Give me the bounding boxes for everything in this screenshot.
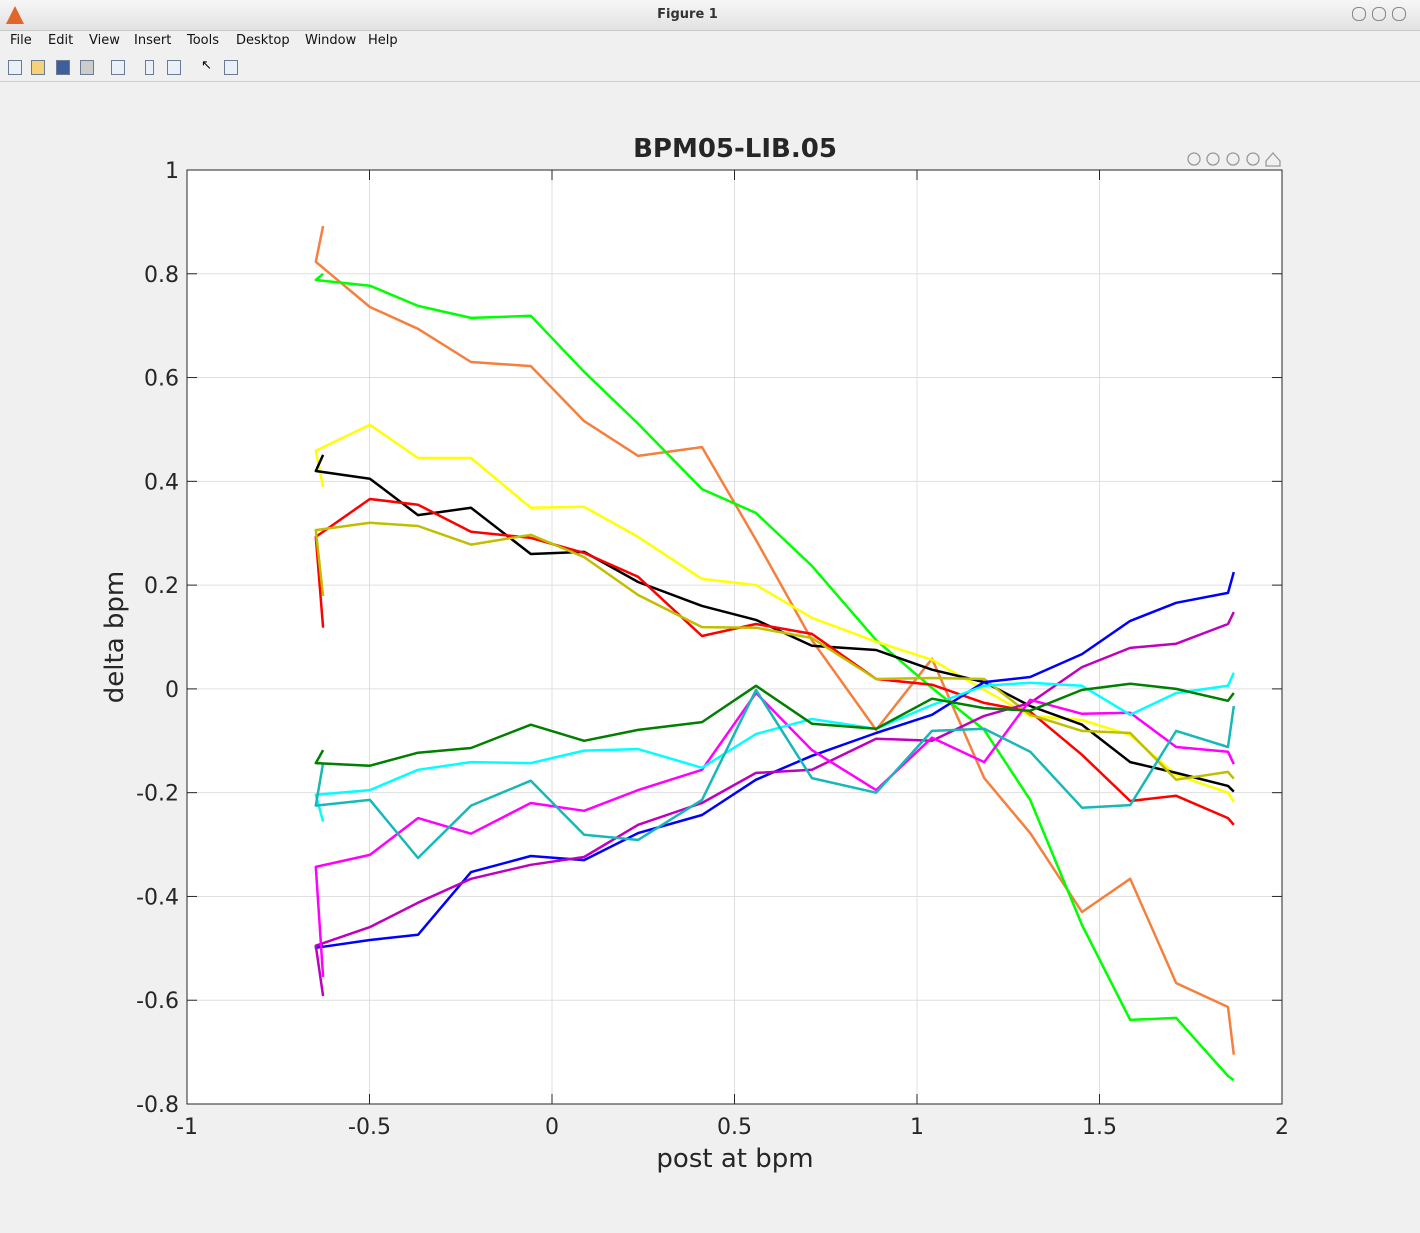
menu-item[interactable]: Help <box>368 33 398 48</box>
chart-title: BPM05-LIB.05 <box>633 134 837 164</box>
data-line <box>314 272 1235 1082</box>
menu-bar: File Edit View Insert Tools Desktop Window Help <box>0 31 1420 53</box>
menu-item[interactable]: Tools <box>187 33 220 48</box>
y-tick-label: 0.8 <box>144 263 179 288</box>
menu-item[interactable]: View <box>89 33 120 48</box>
open-icon[interactable] <box>31 60 45 75</box>
x-tick-label: 2 <box>1275 1115 1289 1140</box>
x-tick-label: 1.5 <box>1082 1115 1117 1140</box>
y-tick-label: -0.8 <box>136 1093 179 1118</box>
data-line <box>314 497 1235 826</box>
axes-box <box>186 169 1283 1105</box>
legend-icon[interactable] <box>167 60 181 75</box>
y-axis-label: delta bpm <box>100 571 130 703</box>
y-tick-label: -0.6 <box>136 989 179 1014</box>
save-icon[interactable] <box>56 60 70 75</box>
y-tick-label: -0.2 <box>136 782 179 807</box>
data-line <box>314 691 1235 977</box>
data-line <box>314 225 1236 1055</box>
data-line <box>314 682 1235 767</box>
window-controls[interactable] <box>1352 6 1412 24</box>
x-tick-label: 1 <box>910 1115 924 1140</box>
new-icon[interactable] <box>8 60 22 75</box>
y-tick-label: 0 <box>165 678 179 703</box>
data-line <box>314 688 1236 860</box>
menu-item[interactable]: File <box>10 33 32 48</box>
data-line <box>314 571 1236 950</box>
y-tick-label: 0.4 <box>144 470 179 495</box>
axes-toolbar[interactable] <box>1187 152 1281 167</box>
x-axis-label: post at bpm <box>656 1144 813 1174</box>
menu-item[interactable]: Insert <box>134 33 172 48</box>
menu-item[interactable]: Edit <box>48 33 74 48</box>
menu-item[interactable]: Window <box>305 33 357 48</box>
title-bar: Figure 1 <box>0 0 1420 31</box>
x-tick-label: -1 <box>176 1115 198 1140</box>
data-line <box>314 521 1235 781</box>
y-tick-label: 1 <box>165 159 179 184</box>
link-icon[interactable] <box>111 60 125 75</box>
x-tick-label: 0 <box>545 1115 559 1140</box>
menu-item[interactable]: Desktop <box>236 33 290 48</box>
inspector-icon[interactable] <box>224 60 238 75</box>
window-title: Figure 1 <box>657 7 718 22</box>
print-icon[interactable] <box>80 60 94 75</box>
data-line <box>314 611 1235 997</box>
y-tick-label: -0.4 <box>136 885 179 910</box>
x-tick-label: -0.5 <box>348 1115 391 1140</box>
figure: BPM05-LIB.05 post at bpm delta bpm -0.8-… <box>100 134 1289 1174</box>
colorbar-icon[interactable] <box>145 60 154 75</box>
x-tick-label: 0.5 <box>717 1115 752 1140</box>
data-line <box>314 672 1235 823</box>
toolbar: ↖ <box>0 55 1420 82</box>
y-tick-label: 0.6 <box>144 367 179 392</box>
y-tick-label: 0.2 <box>144 574 179 599</box>
pointer-icon[interactable]: ↖ <box>201 58 212 73</box>
